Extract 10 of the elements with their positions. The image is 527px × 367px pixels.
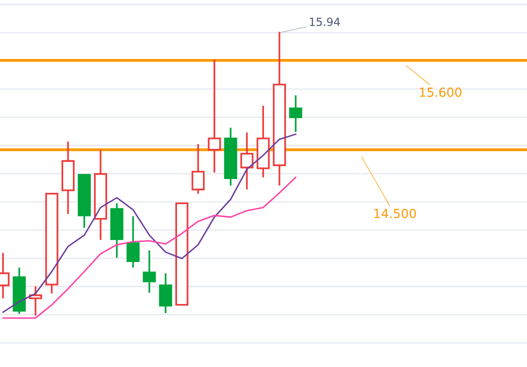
candlestick [192,144,205,194]
candlestick [159,273,172,313]
candlestick [240,132,254,190]
candlestick [142,250,156,293]
text: 14.500 [374,208,416,218]
candlestick [126,216,140,268]
candlestick [208,60,221,173]
text: 15.94 [310,18,340,26]
text: 15.600 [420,88,462,97]
candlestick [289,95,302,132]
